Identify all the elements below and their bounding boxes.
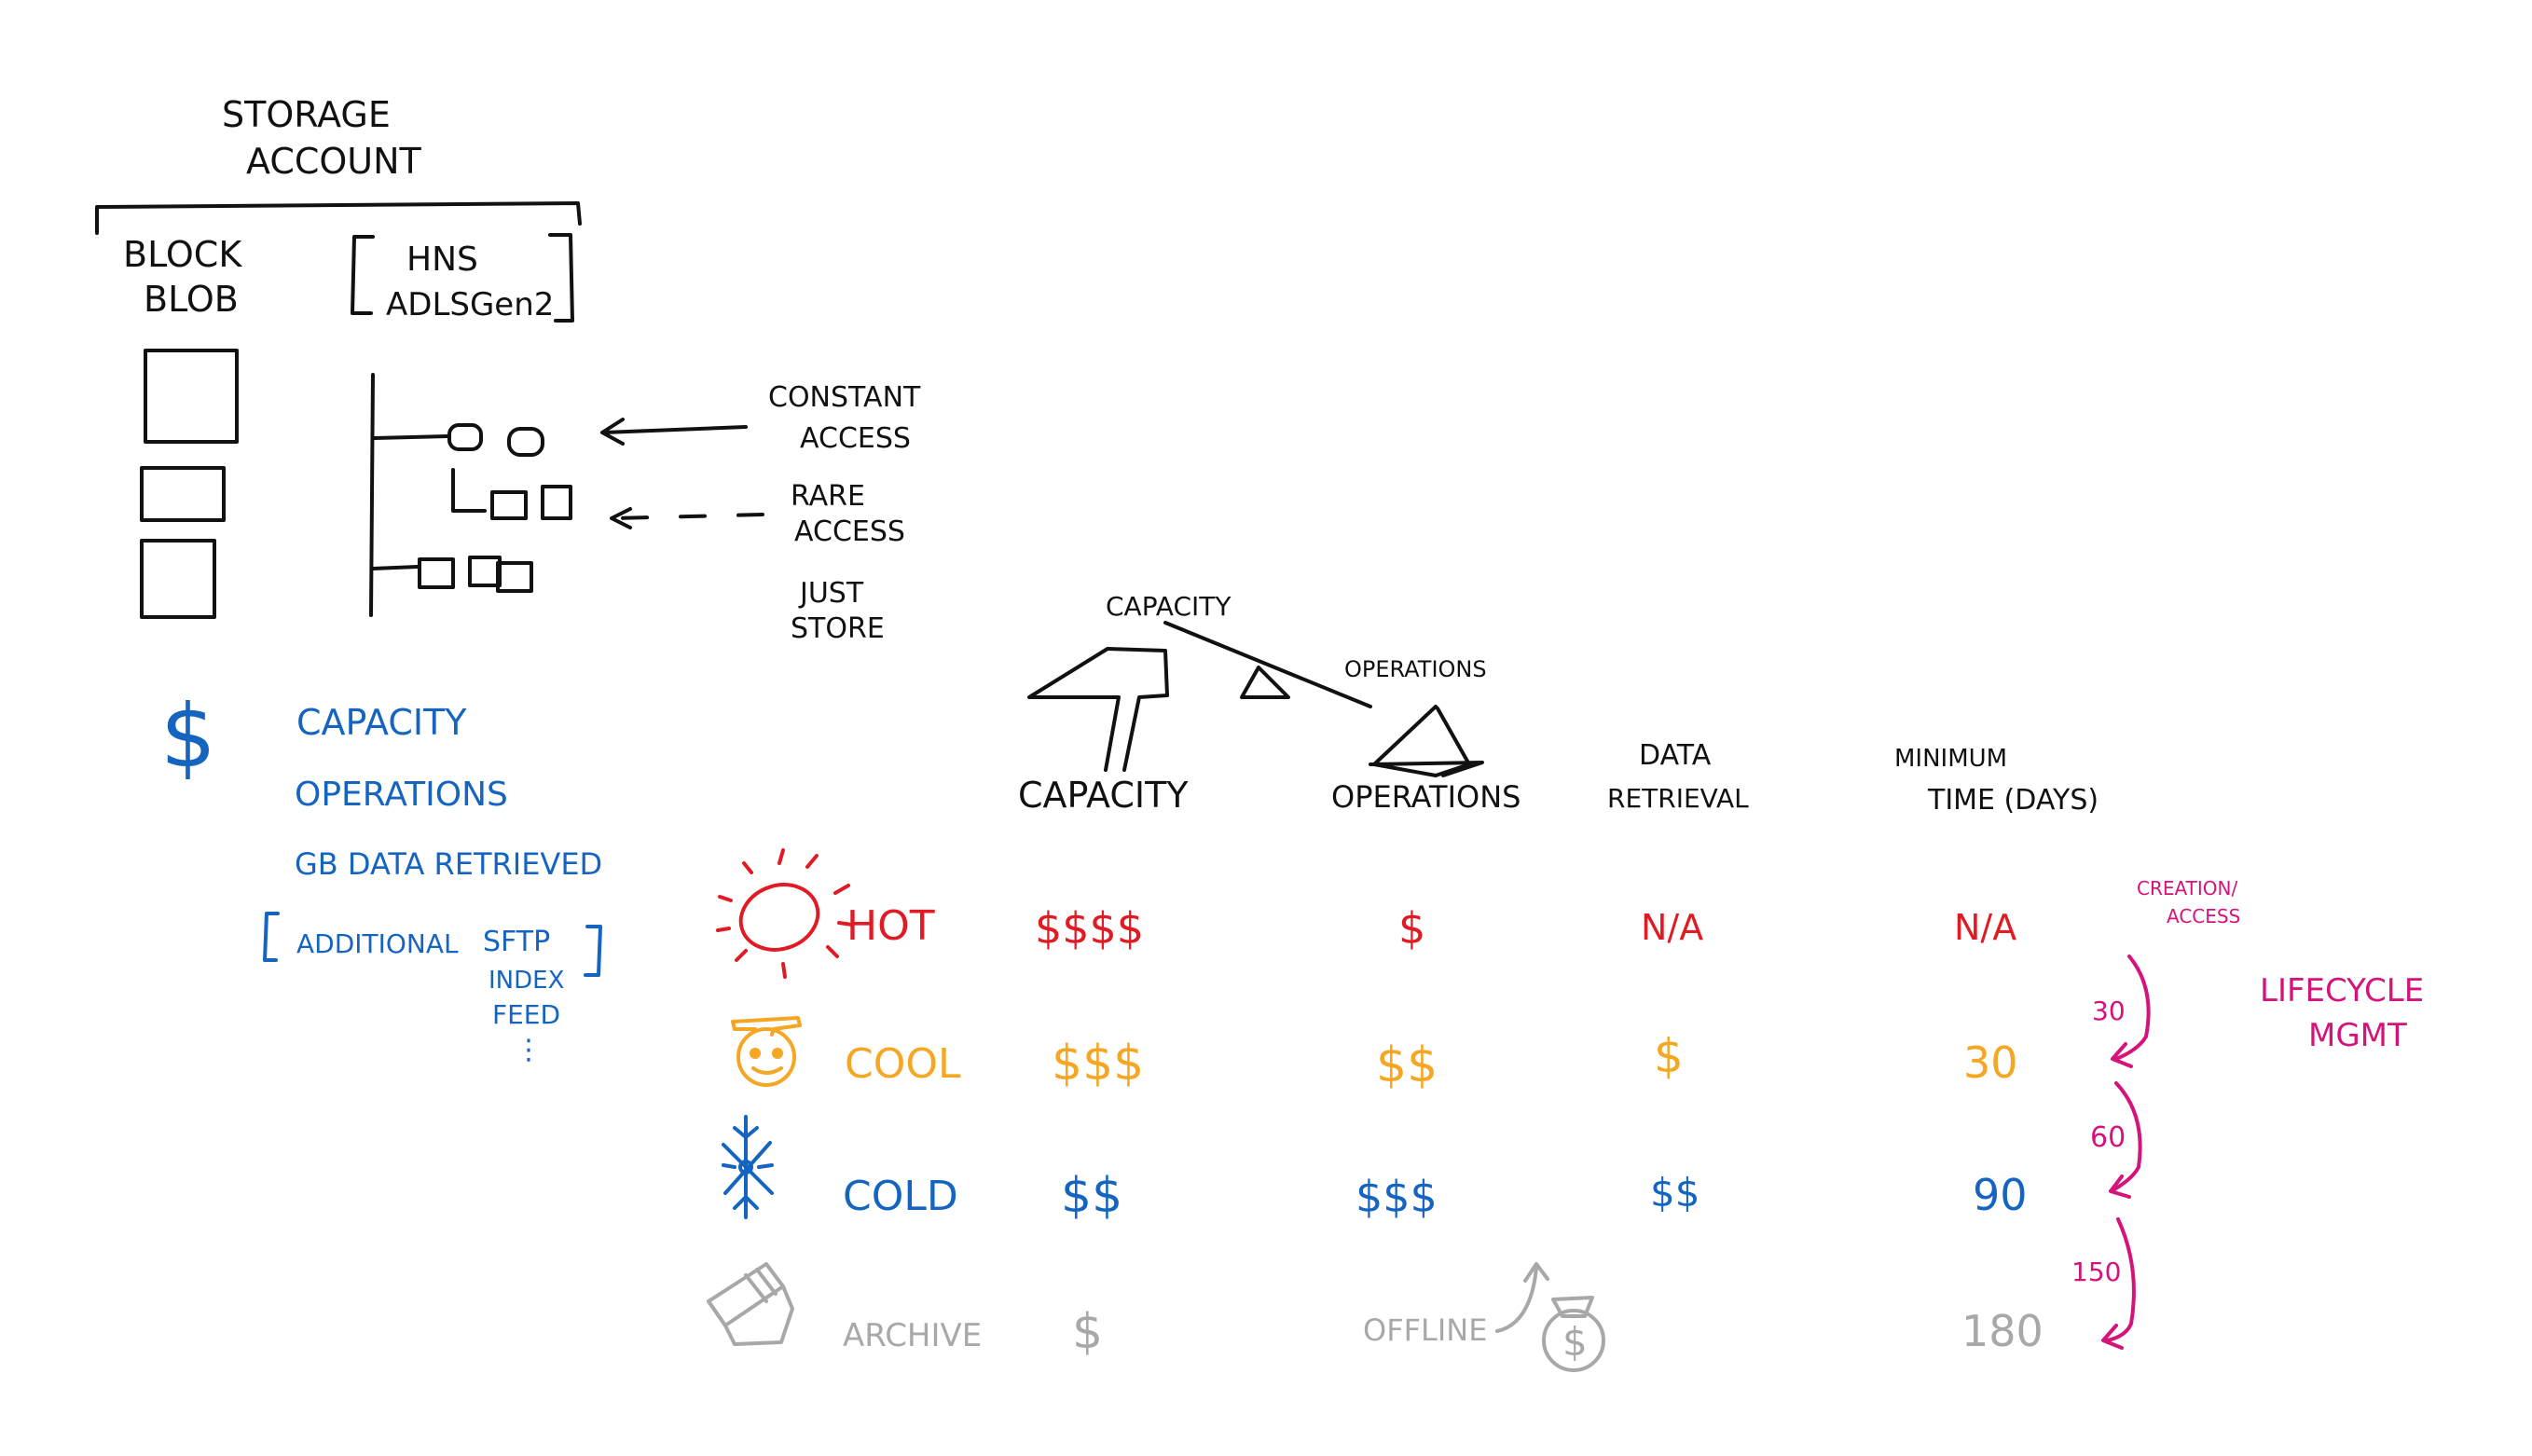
folder-tree-diagram [369,373,572,617]
constant-access-line1: CONSTANT [768,381,921,414]
tier-name-hot: HOT [846,902,935,950]
creation-access-line2: ACCESS [2167,905,2240,927]
cost-capacity: CAPACITY [296,702,467,743]
cool-minimum-days: 30 [1963,1037,2018,1088]
money-bag-icon: $ [1542,1296,1605,1372]
cool-capacity-cost: $$$ [1052,1036,1144,1092]
hot-operations-cost: $ [1398,903,1425,954]
header-capacity: CAPACITY [1018,775,1189,816]
header-data-retrieval-line1: DATA [1639,739,1712,772]
rare-access-line1: RARE [791,480,865,513]
cold-capacity-cost: $$ [1061,1168,1122,1224]
additional-bracket-right [584,925,602,977]
additional-bracket-left [263,912,280,962]
lifecycle-arrow-150 [2101,1217,2136,1350]
cost-feed: FEED [492,999,560,1030]
balance-operations-label: OPERATIONS [1344,656,1487,682]
archive-capacity-cost: $ [1072,1304,1103,1360]
constant-access-arrow [600,418,748,446]
cold-operations-cost: $$$ [1355,1172,1438,1222]
operations-down-arrow-icon [1369,705,1484,777]
lifecycle-step-150: 150 [2071,1257,2121,1287]
tier-name-cool: COOL [845,1040,961,1088]
cool-operations-cost: $$ [1376,1037,1438,1093]
just-store-line1: JUST [798,577,864,610]
creation-access-line1: CREATION/ [2137,877,2237,900]
lifecycle-mgmt-line1: LIFECYCLE [2260,972,2424,1010]
just-store-line2: STORE [791,612,885,645]
lifecycle-step-60: 60 [2090,1121,2126,1154]
rare-access-dashed-arrow [610,507,764,529]
hot-capacity-cost: $$$$ [1035,903,1144,954]
cold-minimum-days: 90 [1973,1170,2028,1220]
cost-index: INDEX [489,967,564,995]
sun-icon [716,848,854,979]
rare-access-line2: ACCESS [794,515,905,548]
lifecycle-arrow-60 [2109,1081,2142,1199]
archive-operations-offline: OFFLINE [1363,1312,1487,1348]
snowman-icon [731,1016,802,1087]
header-minimum-time-line1: MINIMUM [1894,745,2007,773]
cost-additional: ADDITIONAL [296,928,459,959]
cool-retrieval-cost: $ [1654,1029,1684,1083]
cost-ellipsis: ⋮ [515,1034,543,1066]
header-operations: OPERATIONS [1331,779,1521,815]
cost-gb-data-retrieved: GB DATA RETRIEVED [295,846,602,882]
archive-box-icon [707,1262,794,1346]
tier-name-cold: COLD [843,1173,958,1220]
block-blob-boxes [140,349,239,619]
cold-retrieval-cost: $$ [1650,1170,1699,1216]
hns-label: HNS [406,240,478,279]
rehydrate-arrow [1495,1262,1549,1333]
storage-title-line2: ACCOUNT [246,141,422,182]
header-minimum-time-line2: TIME (DAYS) [1927,784,2099,817]
cost-operations: OPERATIONS [295,776,508,814]
lifecycle-mgmt-line2: MGMT [2308,1017,2407,1054]
seesaw-balance-icon [1163,621,1372,708]
lifecycle-arrow-30 [2111,955,2151,1068]
block-blob-line2: BLOB [144,279,239,320]
cost-dollar-symbol: $ [160,686,216,788]
hot-minimum-days: N/A [1954,907,2016,948]
capacity-up-arrow-icon [1027,647,1169,772]
archive-minimum-days: 180 [1961,1306,2043,1356]
storage-account-bracket [95,201,582,235]
header-data-retrieval-line2: RETRIEVAL [1607,783,1749,814]
hns-bracket-right [548,233,574,323]
snowflake-icon [722,1115,774,1219]
cost-sftp: SFTP [483,926,550,958]
hns-bracket-left [351,235,375,315]
balance-capacity-label: CAPACITY [1106,591,1232,622]
tier-name-archive: ARCHIVE [843,1317,982,1354]
block-blob-line1: BLOCK [123,234,242,275]
storage-title-line1: STORAGE [222,94,391,135]
constant-access-line2: ACCESS [800,422,911,455]
hot-retrieval-cost: N/A [1641,907,1703,948]
money-bag-dollar: $ [1562,1319,1588,1365]
lifecycle-step-30: 30 [2092,996,2126,1026]
adls-label: ADLSGen2 [386,286,554,323]
